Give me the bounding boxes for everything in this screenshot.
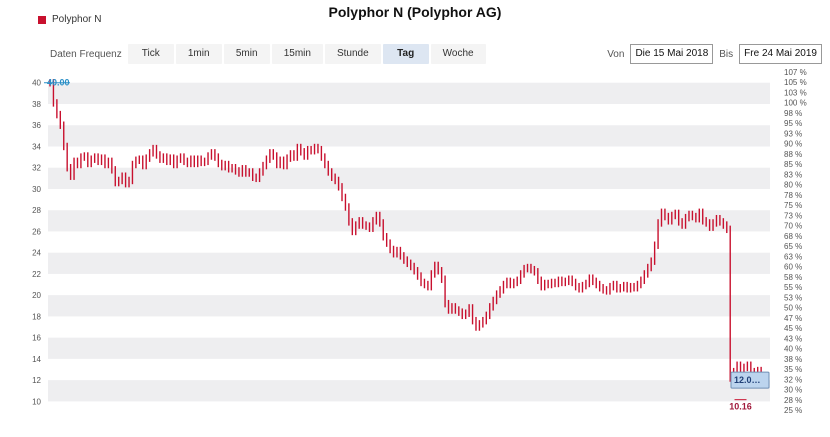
grid-band	[48, 125, 770, 147]
pct-tick-label: 30 %	[784, 386, 802, 395]
y-tick-label: 18	[32, 312, 41, 321]
grid-band	[48, 210, 770, 232]
pct-tick-label: 43 %	[784, 334, 802, 343]
pct-tick-label: 85 %	[784, 160, 802, 169]
to-date-field[interactable]: Fre 24 Mai 2019	[739, 44, 822, 64]
legend-swatch	[38, 15, 46, 24]
y-tick-label: 30	[32, 185, 41, 194]
pct-tick-label: 83 %	[784, 170, 802, 179]
grid-band	[48, 380, 770, 402]
price-series	[49, 79, 769, 384]
pct-tick-label: 55 %	[784, 283, 802, 292]
pct-tick-label: 28 %	[784, 396, 802, 405]
pct-tick-label: 40 %	[784, 345, 802, 354]
grid-band	[48, 167, 770, 189]
pct-tick-label: 78 %	[784, 191, 802, 200]
pct-tick-label: 107 %	[784, 68, 807, 77]
y-tick-label: 40	[32, 79, 41, 88]
y-tick-label: 10	[32, 397, 41, 406]
pct-tick-label: 65 %	[784, 242, 802, 251]
y-tick-label: 22	[32, 270, 41, 279]
max-label: 40.00	[47, 78, 70, 88]
y-tick-label: 36	[32, 121, 41, 130]
pct-tick-label: 105 %	[784, 78, 807, 87]
annotations: 40.00 10.16 12.0…	[44, 78, 770, 412]
pct-tick-label: 100 %	[784, 99, 807, 108]
y-tick-label: 38	[32, 100, 41, 109]
legend-label: Polyphor N	[52, 14, 102, 25]
last-price-label: 12.0…	[734, 375, 761, 385]
y-tick-label: 16	[32, 334, 41, 343]
y-tick-label: 34	[32, 142, 41, 151]
min-label: 10.16	[729, 402, 752, 412]
y-tick-label: 20	[32, 291, 41, 300]
pct-tick-label: 53 %	[784, 293, 802, 302]
pct-tick-label: 25 %	[784, 406, 802, 415]
freq-button-woche[interactable]: Woche	[430, 44, 486, 64]
chart-title: Polyphor N (Polyphor AG)	[328, 4, 502, 20]
pct-tick-label: 98 %	[784, 109, 802, 118]
from-date-field[interactable]: Die 15 Mai 2018	[630, 44, 714, 64]
y-axis-right: 107 %105 %103 % 100 %98 %95 %93 % 90 %88 %…	[784, 68, 807, 415]
freq-button-tag[interactable]: Tag	[382, 44, 429, 64]
pct-tick-label: 103 %	[784, 88, 807, 97]
pct-tick-label: 90 %	[784, 140, 802, 149]
pct-tick-label: 93 %	[784, 129, 802, 138]
grid-band	[48, 252, 770, 274]
y-tick-label: 32	[32, 164, 41, 173]
pct-tick-label: 32 %	[784, 375, 802, 384]
freq-button-15min[interactable]: 15min	[271, 44, 323, 64]
pct-tick-label: 73 %	[784, 211, 802, 220]
to-label: Bis	[719, 48, 734, 60]
pct-tick-label: 70 %	[784, 222, 802, 231]
pct-tick-label: 75 %	[784, 201, 802, 210]
y-tick-label: 14	[32, 355, 41, 364]
frequency-toolbar: Daten Frequenz Tick 1min 5min 15min Stun…	[50, 44, 488, 64]
y-tick-label: 12	[32, 376, 41, 385]
from-label: Von	[607, 48, 625, 60]
grid-band	[48, 337, 770, 359]
pct-tick-label: 50 %	[784, 304, 802, 313]
y-tick-label: 28	[32, 206, 41, 215]
pct-tick-label: 88 %	[784, 150, 802, 159]
frequency-label: Daten Frequenz	[50, 48, 122, 60]
pct-tick-label: 68 %	[784, 232, 802, 241]
pct-tick-label: 35 %	[784, 365, 802, 374]
pct-tick-label: 38 %	[784, 355, 802, 364]
freq-button-tick[interactable]: Tick	[127, 44, 174, 64]
date-range: Von Die 15 Mai 2018 Bis Fre 24 Mai 2019	[601, 44, 822, 64]
pct-tick-label: 45 %	[784, 324, 802, 333]
grid-band	[48, 82, 770, 104]
y-tick-label: 26	[32, 227, 41, 236]
pct-tick-label: 58 %	[784, 273, 802, 282]
grid-band	[48, 295, 770, 317]
y-tick-label: 24	[32, 249, 41, 258]
last-price-box	[730, 371, 770, 389]
pct-tick-label: 47 %	[784, 314, 802, 323]
legend: Polyphor N	[38, 14, 101, 25]
pct-tick-label: 60 %	[784, 263, 802, 272]
y-axis-left: 10 12 14 16 18 20 22 24 26 28 30 32 34 36 38 40	[32, 79, 41, 407]
freq-button-1min[interactable]: 1min	[175, 44, 222, 64]
pct-tick-label: 63 %	[784, 252, 802, 261]
pct-tick-label: 95 %	[784, 119, 802, 128]
freq-button-stunde[interactable]: Stunde	[324, 44, 381, 64]
freq-button-5min[interactable]: 5min	[223, 44, 270, 64]
grid-bands	[48, 82, 770, 402]
pct-tick-label: 80 %	[784, 181, 802, 190]
